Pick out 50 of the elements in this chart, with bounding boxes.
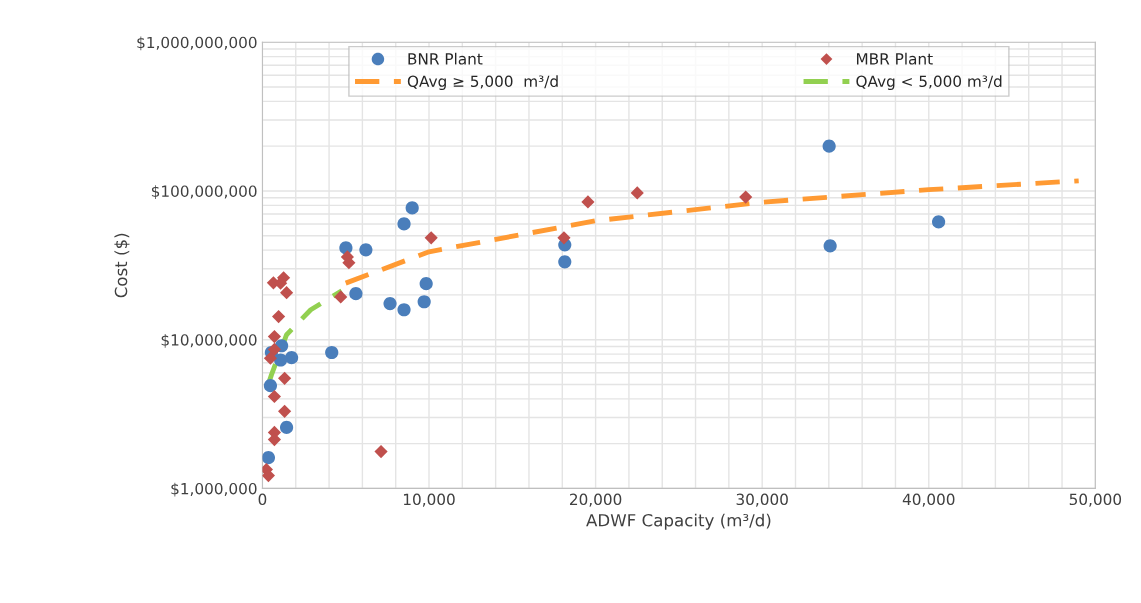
point (349, 287, 363, 301)
y-axis-title: Cost ($) (114, 233, 130, 298)
point (262, 469, 276, 483)
point (823, 239, 837, 253)
x-tick-label: 10,000 (403, 493, 455, 507)
point (267, 329, 282, 344)
x-tick-label: 50,000 (1069, 493, 1122, 507)
point (932, 215, 946, 229)
point (397, 303, 411, 317)
point (822, 139, 836, 153)
point (405, 201, 419, 215)
point (278, 404, 292, 418)
point (739, 190, 753, 204)
point (280, 420, 294, 435)
point (262, 451, 276, 465)
point (424, 231, 438, 245)
point (558, 255, 572, 269)
point (419, 277, 433, 291)
point (359, 243, 373, 257)
legend-label: QAvg < 5,000 m³/d (856, 75, 1002, 90)
x-tick-label: 40,000 (902, 493, 955, 507)
point (417, 295, 431, 309)
point (325, 345, 339, 360)
point (272, 310, 286, 324)
point (630, 186, 644, 200)
x-axis-title: ADWF Capacity (m³/d) (586, 513, 771, 530)
x-tick-label: 0 (258, 493, 267, 506)
point (274, 353, 288, 367)
y-tick-label: $1,000,000,000 (137, 36, 257, 51)
x-tick-label: 20,000 (569, 493, 622, 507)
point (267, 389, 282, 404)
legend-label: MBR Plant (856, 52, 933, 65)
y-tick-label: $1,000,000 (171, 482, 257, 497)
y-tick-label: $10,000,000 (161, 333, 257, 348)
point (263, 379, 278, 393)
point (383, 296, 397, 311)
point (284, 351, 299, 365)
legend-label: QAvg ≥ 5,000 m³/d (407, 75, 558, 90)
line-series (343, 178, 1082, 286)
legend-label: BNR Plant (408, 52, 483, 65)
point (278, 371, 292, 385)
x-tick-label: 30,000 (736, 493, 788, 507)
y-tick-label: $100,000,000 (151, 185, 257, 199)
point (557, 231, 571, 245)
point (581, 195, 595, 209)
point (263, 351, 278, 365)
point (397, 217, 411, 231)
point (374, 444, 388, 459)
point (334, 290, 348, 304)
point (280, 286, 294, 300)
